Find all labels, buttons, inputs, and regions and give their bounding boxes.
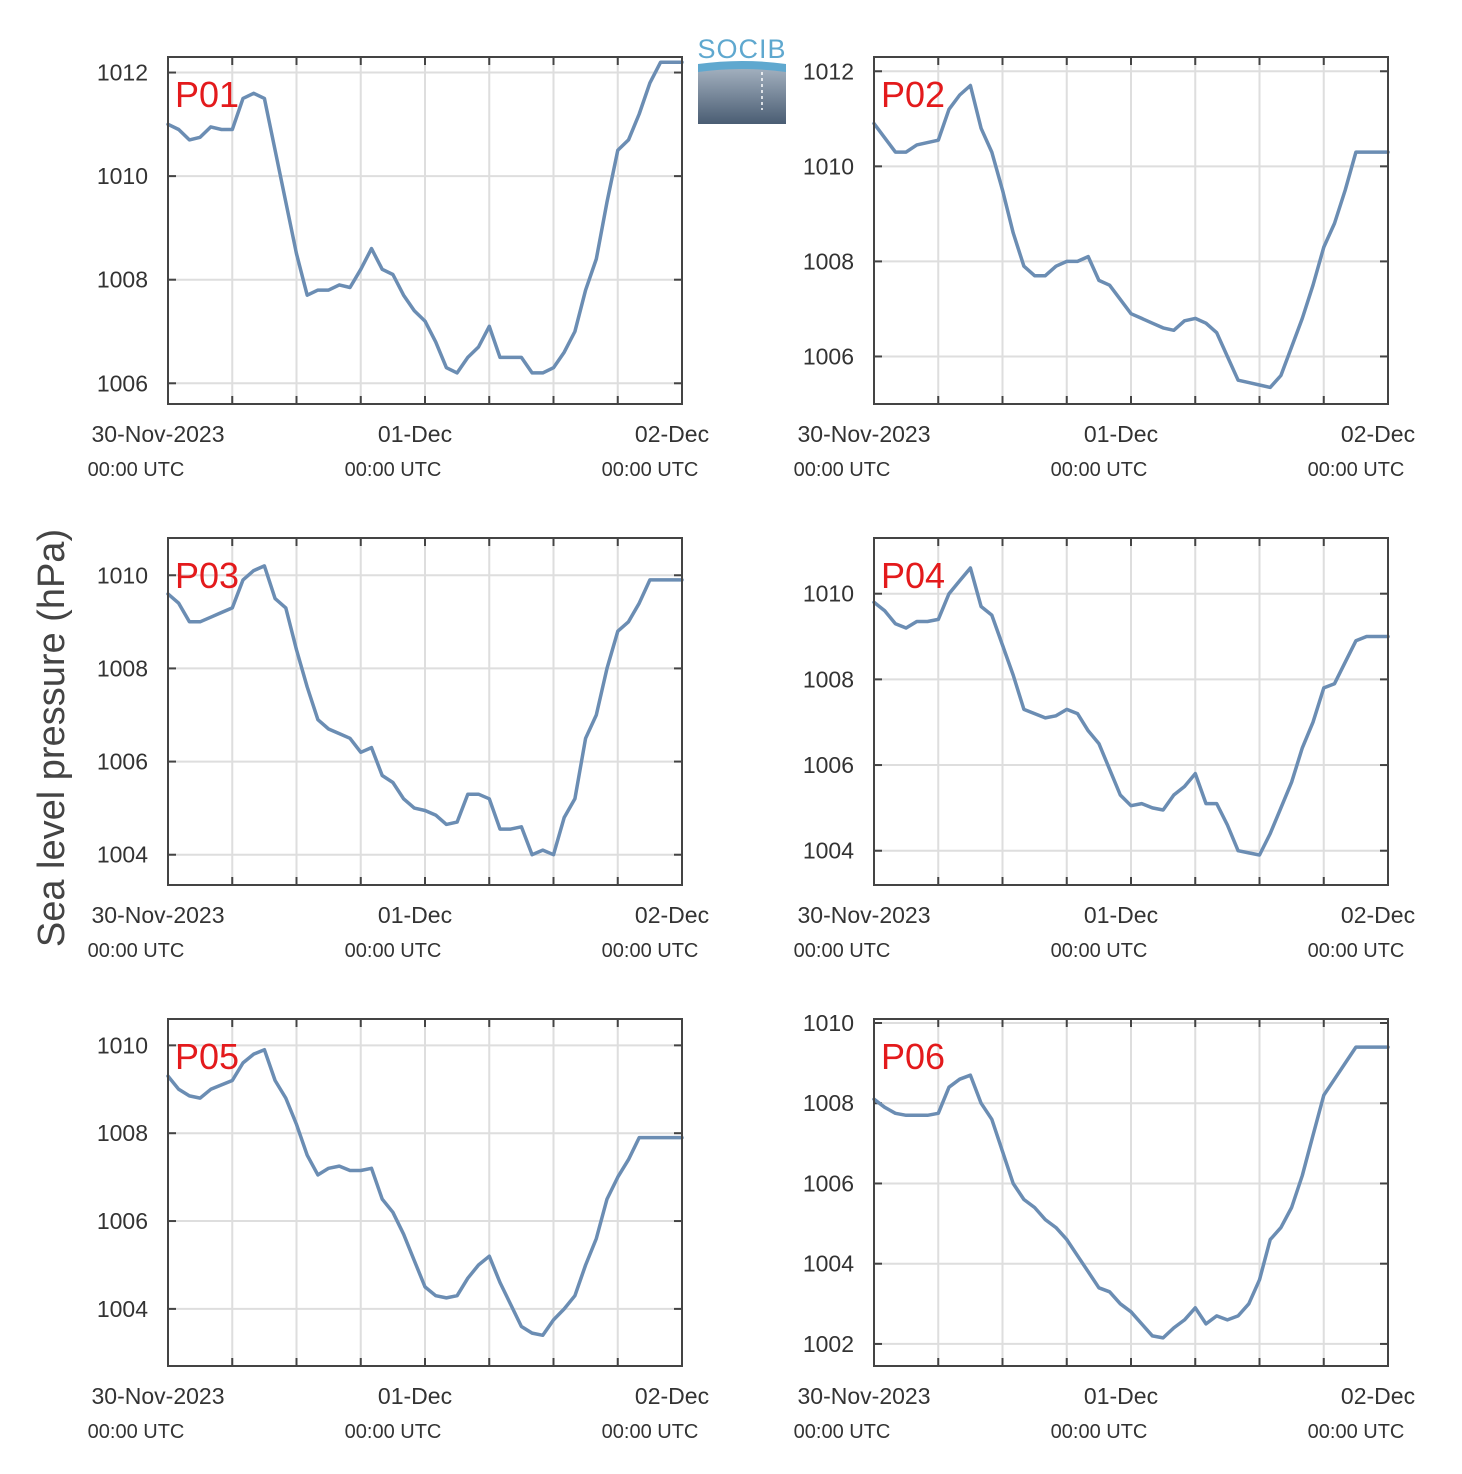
x-tick-label: 01-Dec <box>378 421 452 447</box>
x-tick-label: 30-Nov-2023 <box>798 421 931 447</box>
x-tick-label: 02-Dec <box>635 421 709 447</box>
y-tick-label: 1006 <box>803 343 854 369</box>
pressure-line <box>166 60 684 375</box>
x-tick-sublabel: 00:00 UTC <box>345 459 442 481</box>
x-tick-label: 30-Nov-2023 <box>798 1383 931 1409</box>
panel-label: P05 <box>175 1036 239 1077</box>
y-axis-label: Sea level pressure (hPa) <box>31 529 73 947</box>
y-tick-label: 1010 <box>97 163 148 189</box>
y-tick-label: 1008 <box>97 1120 148 1146</box>
y-tick-label: 1010 <box>803 153 854 179</box>
y-tick-label: 1006 <box>803 752 854 778</box>
panel-3: 1004 1006 1008 1010 30-Nov-2023 00:00 UTC 01-D… <box>88 537 709 962</box>
y-tick-label: 1010 <box>97 562 148 588</box>
x-tick-label: 01-Dec <box>1084 902 1158 928</box>
plot-frame <box>873 537 1389 886</box>
y-tick-label: 1010 <box>97 1032 148 1058</box>
y-tick-label: 1004 <box>803 838 854 864</box>
socib-logo-text: SOCIB <box>697 34 786 64</box>
x-tick-label: 02-Dec <box>635 902 709 928</box>
x-tick-sublabel: 00:00 UTC <box>88 940 185 962</box>
y-tick-label: 1012 <box>97 60 148 86</box>
y-tick-label: 1008 <box>97 267 148 293</box>
x-tick-sublabel: 00:00 UTC <box>1308 1421 1405 1443</box>
x-tick-label: 01-Dec <box>378 902 452 928</box>
x-tick-label: 01-Dec <box>1084 1383 1158 1409</box>
y-tick-label: 1006 <box>97 1208 148 1234</box>
panel-label: P01 <box>175 74 239 115</box>
panel-6: 1002 1004 1006 1008 1010 30-Nov-2023 00:00 UTC… <box>794 1010 1415 1443</box>
x-tick-label: 02-Dec <box>635 1383 709 1409</box>
y-tick-label: 1012 <box>803 58 854 84</box>
panel-label: P06 <box>881 1036 945 1077</box>
x-tick-label: 02-Dec <box>1341 1383 1415 1409</box>
y-tick-label: 1004 <box>803 1251 854 1277</box>
pressure-line <box>872 1045 1390 1340</box>
plot-frame <box>167 1018 683 1367</box>
pressure-line <box>872 83 1390 390</box>
x-tick-label: 30-Nov-2023 <box>798 902 931 928</box>
x-tick-label: 02-Dec <box>1341 421 1415 447</box>
plot-frame <box>167 56 683 405</box>
pressure-line <box>166 1047 684 1338</box>
x-tick-sublabel: 00:00 UTC <box>345 1421 442 1443</box>
panel-2: 1006 1008 1010 1012 30-Nov-2023 00:00 UTC 01-D… <box>794 56 1415 481</box>
x-tick-sublabel: 00:00 UTC <box>1051 459 1148 481</box>
x-tick-label: 30-Nov-2023 <box>92 421 225 447</box>
x-tick-label: 30-Nov-2023 <box>92 902 225 928</box>
x-tick-sublabel: 00:00 UTC <box>794 940 891 962</box>
x-tick-sublabel: 00:00 UTC <box>1308 940 1405 962</box>
panel-4: 1004 1006 1008 1010 30-Nov-2023 00:00 UTC 01-D… <box>794 537 1415 962</box>
y-tick-label: 1006 <box>97 749 148 775</box>
panel-label: P02 <box>881 74 945 115</box>
y-tick-label: 1010 <box>803 581 854 607</box>
y-tick-label: 1010 <box>803 1010 854 1036</box>
x-tick-sublabel: 00:00 UTC <box>345 940 442 962</box>
y-tick-label: 1008 <box>803 248 854 274</box>
y-tick-label: 1006 <box>97 370 148 396</box>
plot-frame <box>873 56 1389 405</box>
pressure-line <box>166 564 684 857</box>
x-tick-sublabel: 00:00 UTC <box>1051 940 1148 962</box>
y-tick-label: 1004 <box>97 1296 148 1322</box>
x-tick-sublabel: 00:00 UTC <box>88 1421 185 1443</box>
x-tick-label: 02-Dec <box>1341 902 1415 928</box>
x-tick-sublabel: 00:00 UTC <box>1308 459 1405 481</box>
y-tick-label: 1006 <box>803 1170 854 1196</box>
panel-label: P03 <box>175 555 239 596</box>
y-tick-label: 1004 <box>97 842 148 868</box>
x-tick-sublabel: 00:00 UTC <box>602 940 699 962</box>
panel-5: 1004 1006 1008 1010 30-Nov-2023 00:00 UTC 01-D… <box>88 1018 709 1443</box>
y-tick-label: 1008 <box>97 655 148 681</box>
x-tick-label: 30-Nov-2023 <box>92 1383 225 1409</box>
y-tick-label: 1008 <box>803 666 854 692</box>
x-tick-sublabel: 00:00 UTC <box>88 459 185 481</box>
panel-1: 1006 1008 1010 1012 30-Nov-2023 00:00 UTC 01-D… <box>88 56 709 481</box>
y-tick-label: 1002 <box>803 1331 854 1357</box>
x-tick-label: 01-Dec <box>378 1383 452 1409</box>
plot-frame <box>873 1018 1389 1367</box>
pressure-line <box>872 566 1390 857</box>
x-tick-sublabel: 00:00 UTC <box>602 459 699 481</box>
x-tick-sublabel: 00:00 UTC <box>794 1421 891 1443</box>
x-tick-label: 01-Dec <box>1084 421 1158 447</box>
x-tick-sublabel: 00:00 UTC <box>602 1421 699 1443</box>
plot-frame <box>167 537 683 886</box>
x-tick-sublabel: 00:00 UTC <box>1051 1421 1148 1443</box>
y-tick-label: 1008 <box>803 1090 854 1116</box>
panel-label: P04 <box>881 555 945 596</box>
x-tick-sublabel: 00:00 UTC <box>794 459 891 481</box>
socib-logo: SOCIB <box>697 34 786 124</box>
